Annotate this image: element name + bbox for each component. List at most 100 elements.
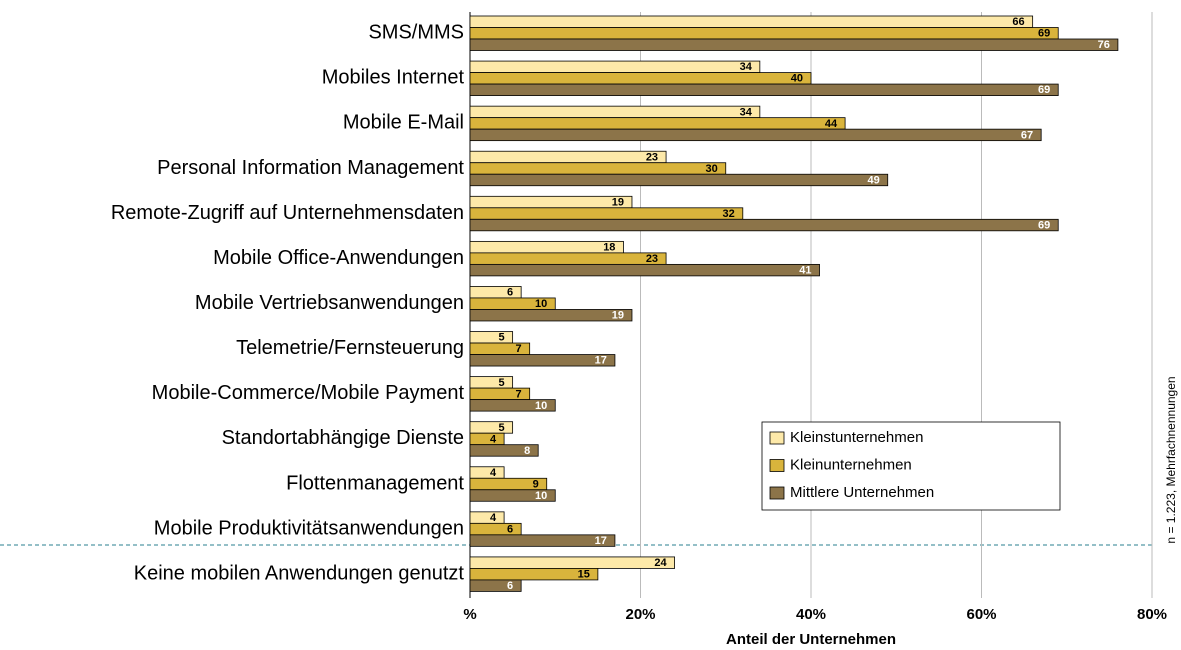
bar: [469, 466, 505, 479]
bar: [469, 162, 727, 175]
x-tick-label: 80%: [1137, 606, 1167, 623]
value-label: 4: [490, 512, 497, 524]
bar: [469, 511, 505, 524]
bar: [469, 240, 624, 254]
value-label: 40: [791, 73, 803, 85]
bar: [469, 252, 667, 265]
category-label: Mobile Produktivitätsanwendungen: [154, 517, 464, 539]
bar: [469, 83, 1059, 96]
value-label: 7: [516, 388, 522, 400]
value-label: 49: [867, 174, 879, 186]
value-label: 5: [499, 332, 505, 344]
note: n = 1.223, Mehrfachnennungen: [1164, 376, 1178, 543]
bar: [469, 522, 522, 536]
value-label: 44: [825, 118, 838, 130]
value-label: 7: [516, 343, 522, 355]
bar: [469, 218, 1059, 232]
bar: [469, 27, 1059, 40]
legend-swatch: [769, 459, 785, 472]
category-label: Standortabhängige Dienste: [222, 427, 464, 449]
legend-label: Mittlere Unternehmen: [790, 484, 934, 501]
x-tick-label: 20%: [625, 606, 655, 623]
bar: [469, 421, 514, 434]
bar: [469, 309, 633, 322]
x-axis-title: Anteil der Unternehmen: [726, 631, 896, 648]
value-label: 69: [1038, 28, 1050, 40]
bar: [469, 150, 667, 164]
value-label: 15: [578, 569, 590, 581]
bar: [469, 195, 633, 209]
bar: [469, 173, 889, 187]
category-label: Mobile-Commerce/Mobile Payment: [152, 382, 465, 404]
bar: [469, 15, 1034, 28]
value-label: 9: [533, 478, 539, 490]
value-label: 69: [1038, 84, 1050, 96]
value-label: 19: [612, 196, 624, 208]
category-label: Mobile Office-Anwendungen: [213, 247, 464, 269]
bar: [469, 489, 556, 502]
category-label: Mobile Vertriebsanwendungen: [195, 292, 464, 314]
category-label: Remote-Zugriff auf Unternehmensdaten: [111, 202, 464, 224]
category-label: Mobiles Internet: [322, 67, 465, 89]
legend-label: Kleinunternehmen: [790, 456, 912, 473]
value-label: 4: [490, 467, 497, 479]
bar: [469, 444, 539, 457]
legend-swatch: [769, 431, 785, 445]
value-label: 5: [499, 377, 505, 389]
bar: [469, 286, 522, 299]
bar: [469, 568, 599, 581]
bar: [469, 376, 514, 389]
bar: [469, 432, 505, 446]
bar: [469, 60, 761, 73]
bar: [469, 556, 676, 569]
bar: [469, 105, 761, 119]
category-label: Flottenmanagement: [286, 472, 464, 494]
x-tick-label: %: [463, 606, 476, 623]
bar: [469, 534, 616, 547]
value-label: 17: [595, 355, 607, 367]
bar: [469, 117, 846, 130]
category-label: Personal Information Management: [157, 157, 464, 179]
value-label: 34: [740, 61, 753, 73]
value-label: 19: [612, 310, 624, 322]
bar: [469, 263, 820, 277]
value-label: 67: [1021, 129, 1033, 141]
x-tick-label: 60%: [966, 606, 996, 623]
bar: [469, 128, 1042, 142]
value-label: 34: [740, 106, 753, 118]
category-label: Telemetrie/Fernsteuerung: [236, 337, 464, 359]
value-label: 23: [646, 151, 658, 163]
value-label: 4: [490, 433, 497, 445]
value-label: 66: [1012, 16, 1024, 28]
bar: [469, 579, 522, 592]
value-label: 10: [535, 298, 547, 310]
category-label: Keine mobilen Anwendungen genutzt: [134, 562, 465, 584]
value-label: 10: [535, 490, 547, 502]
bar: [469, 72, 812, 85]
bar: [469, 38, 1119, 51]
legend-box: [761, 421, 1061, 511]
value-label: 10: [535, 400, 547, 412]
bar: [469, 331, 514, 344]
value-label: 24: [654, 557, 667, 569]
value-label: 76: [1098, 39, 1110, 51]
value-label: 6: [507, 524, 513, 536]
category-label: Mobile E-Mail: [343, 112, 464, 134]
value-label: 18: [603, 242, 615, 254]
legend-label: Kleinstunternehmen: [790, 429, 923, 446]
value-label: 5: [499, 422, 505, 434]
bar: [469, 399, 556, 412]
value-label: 32: [723, 208, 735, 220]
legend-swatch: [769, 486, 785, 500]
value-label: 8: [524, 445, 530, 457]
value-label: 30: [706, 163, 718, 175]
bar: [469, 207, 744, 220]
value-label: 17: [595, 535, 607, 547]
category-label: SMS/MMS: [368, 22, 464, 44]
value-label: 6: [507, 580, 513, 592]
bar: [469, 354, 616, 367]
x-tick-label: 40%: [796, 606, 826, 623]
value-label: 23: [646, 253, 658, 265]
value-label: 69: [1038, 219, 1050, 231]
